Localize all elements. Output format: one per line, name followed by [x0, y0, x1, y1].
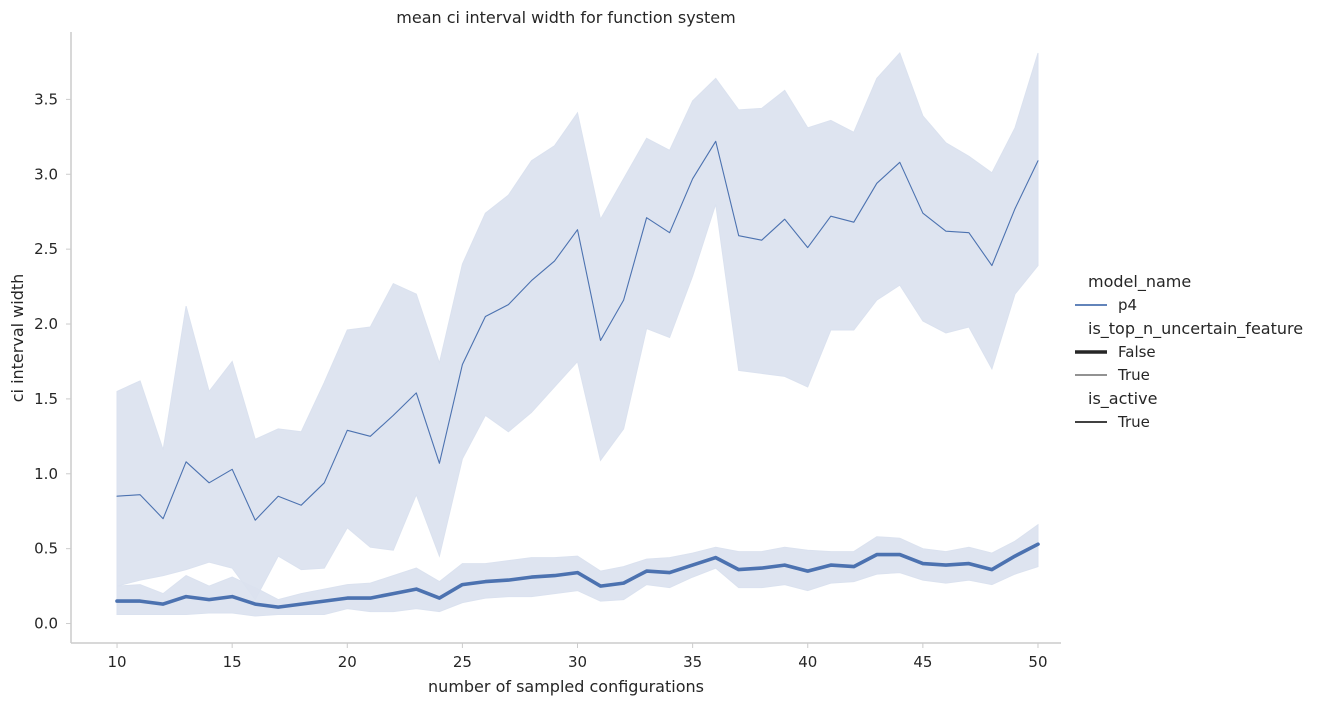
legend-label: True: [1117, 413, 1150, 431]
x-tick-label: 25: [453, 653, 472, 671]
x-axis-title: number of sampled configurations: [428, 677, 704, 696]
y-axis-ticks: 0.0 0.5 1.0 1.5 2.0 2.5 3.0 3.5: [34, 90, 71, 632]
legend-title-model-name: model_name: [1088, 272, 1191, 292]
x-tick-label: 35: [683, 653, 702, 671]
y-tick-label: 3.0: [34, 165, 58, 183]
legend-title-is-active: is_active: [1088, 389, 1157, 409]
x-tick-label: 10: [107, 653, 126, 671]
x-tick-label: 40: [798, 653, 817, 671]
confidence-bands: [117, 53, 1038, 616]
x-tick-label: 45: [913, 653, 932, 671]
x-tick-label: 50: [1028, 653, 1047, 671]
y-tick-label: 1.0: [34, 465, 58, 483]
ci-band-true: [117, 53, 1038, 600]
y-tick-label: 1.5: [34, 390, 58, 408]
y-tick-label: 2.0: [34, 315, 58, 333]
legend-title-is-top-n-uncertain-feature: is_top_n_uncertain_feature: [1088, 319, 1303, 339]
y-tick-label: 0.5: [34, 540, 58, 558]
y-tick-label: 0.0: [34, 615, 58, 633]
x-tick-label: 30: [568, 653, 587, 671]
y-tick-label: 3.5: [34, 90, 58, 108]
legend-label: True: [1117, 366, 1150, 384]
legend-label: p4: [1118, 296, 1137, 314]
x-axis-ticks: 10 15 20 25 30 35 40 45 50: [107, 643, 1047, 671]
y-tick-label: 2.5: [34, 240, 58, 258]
legend-label: False: [1118, 343, 1156, 361]
x-tick-label: 15: [223, 653, 242, 671]
y-axis-title: ci interval width: [8, 274, 27, 403]
x-tick-label: 20: [338, 653, 357, 671]
legend: model_name p4 is_top_n_uncertain_feature Fa…: [1075, 272, 1303, 431]
chart-title: mean ci interval width for function syst…: [396, 8, 735, 27]
